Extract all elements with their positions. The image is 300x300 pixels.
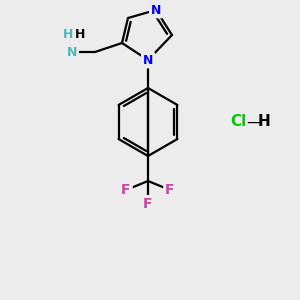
Text: H: H <box>63 28 73 41</box>
Text: H: H <box>75 28 85 41</box>
Text: H: H <box>258 115 270 130</box>
Text: F: F <box>143 197 153 211</box>
Text: F: F <box>165 183 175 197</box>
Text: N: N <box>151 4 161 16</box>
Text: Cl: Cl <box>230 115 246 130</box>
Text: —: — <box>246 115 262 130</box>
Text: N: N <box>67 46 77 59</box>
Text: F: F <box>121 183 131 197</box>
Text: N: N <box>143 53 153 67</box>
